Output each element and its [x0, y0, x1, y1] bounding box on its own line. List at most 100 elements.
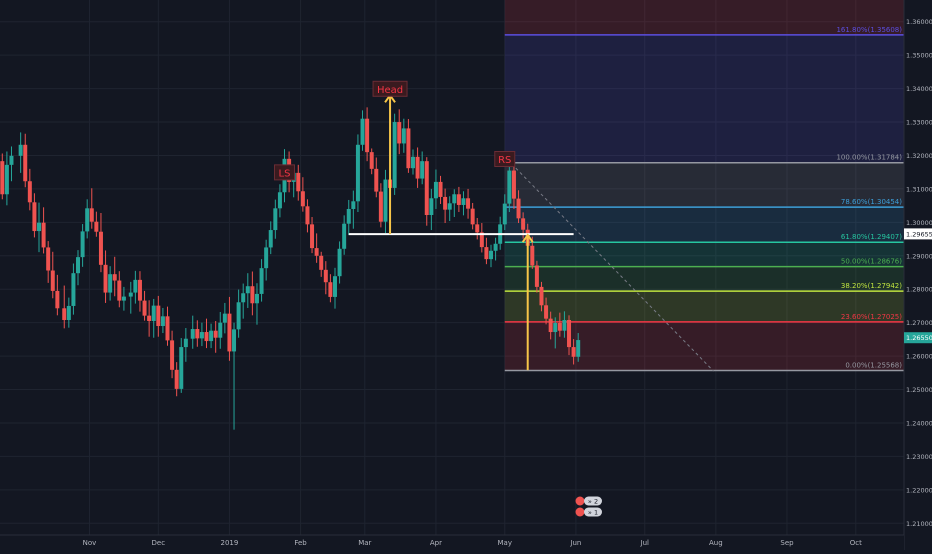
candle-body	[516, 198, 521, 219]
event-count-pill	[584, 507, 602, 517]
candle-body	[369, 152, 374, 169]
candle-body	[507, 170, 512, 204]
event-count: » 1	[588, 509, 598, 517]
fib-level-label: 50.00%(1.28676)	[841, 258, 902, 266]
projection-trend-line[interactable]	[511, 163, 714, 372]
event-count-pill	[584, 496, 602, 506]
candle-body	[456, 194, 461, 205]
candle-body	[156, 305, 161, 327]
candle-body	[179, 347, 184, 389]
candle-body	[32, 202, 37, 232]
fib-level-label: 0.00%(1.25568)	[845, 362, 902, 370]
time-tick-label: Dec	[152, 539, 166, 547]
candle-body	[502, 203, 507, 225]
price-tick-label: 1.23000	[906, 453, 932, 461]
candle-body	[108, 274, 113, 293]
candle-body	[236, 302, 241, 330]
candle-body	[160, 316, 165, 327]
candle-body	[544, 305, 549, 319]
current-price-badge	[904, 228, 932, 240]
candle-body	[342, 223, 347, 249]
price-tick-label: 1.24000	[906, 419, 932, 427]
candle-body	[121, 296, 126, 301]
time-tick-label: Sep	[780, 539, 794, 547]
candle-body	[190, 329, 195, 339]
candle-body	[76, 257, 81, 274]
candle-body	[328, 282, 333, 297]
candle-body	[351, 201, 356, 209]
price-tick-label: 1.35000	[906, 52, 932, 60]
current-price-label: 1.26550	[906, 334, 932, 342]
time-tick-label: May	[498, 539, 512, 547]
candle-body	[438, 181, 443, 197]
price-axis-background	[904, 0, 932, 550]
candle-body	[576, 340, 581, 357]
candle-body	[183, 338, 188, 348]
event-markers[interactable]: » 2» 1	[575, 496, 603, 517]
time-tick-label: 2019	[221, 539, 239, 547]
candle-body	[424, 161, 429, 216]
time-tick-label: Apr	[430, 539, 442, 547]
candle-body	[89, 208, 94, 222]
candle-body	[23, 144, 28, 182]
candle-body	[62, 308, 67, 320]
event-marker[interactable]: » 1	[575, 507, 603, 517]
pattern-label: RS	[498, 155, 511, 166]
candle-body	[557, 323, 562, 331]
time-tick-label: Mar	[358, 539, 371, 547]
pattern-label-box[interactable]	[274, 164, 296, 181]
candle-body	[9, 155, 14, 165]
pattern-label-box[interactable]	[494, 151, 516, 167]
fibonacci-retracement[interactable]: 0.00%(1.25568) 23.60%(1.27025) 38.20%(1.27…	[504, 0, 904, 372]
price-axis[interactable]: 1.36000 1.35000 1.34000 1.33000 1.32000 1.310…	[903, 0, 932, 550]
candle-body	[420, 161, 425, 179]
candle-body	[300, 191, 305, 207]
candle-body	[397, 122, 402, 144]
candle-body	[112, 274, 117, 281]
candle-body	[85, 208, 90, 232]
time-axis[interactable]: Nov Dec 2019 Feb Mar Apr May Jun Jul Aug Sep Oct	[0, 534, 904, 550]
candle-body	[218, 322, 223, 338]
candle-body	[268, 230, 273, 248]
candle-body	[264, 247, 269, 269]
candle-body	[406, 128, 411, 169]
price-tick-label: 1.22000	[906, 486, 932, 494]
time-tick-label: Feb	[294, 539, 307, 547]
candle-body	[360, 118, 365, 145]
pattern-label: LS	[279, 168, 291, 179]
candle-body	[296, 172, 301, 192]
candle-body	[443, 196, 448, 210]
candle-body	[470, 208, 475, 225]
event-count: » 2	[588, 498, 598, 506]
candle-body	[567, 319, 572, 348]
candle-body	[18, 144, 23, 156]
candle-body	[452, 194, 457, 204]
candle-body	[209, 330, 214, 342]
pattern-label: Head	[377, 85, 403, 96]
event-marker[interactable]: » 2	[575, 496, 603, 506]
time-tick-label: Jul	[640, 539, 650, 547]
candle-body	[50, 270, 55, 291]
candle-body	[548, 318, 553, 333]
fib-level-label: 161.80%(1.35608)	[836, 26, 902, 34]
candle-body	[511, 170, 516, 199]
price-tick-label: 1.30000	[906, 219, 932, 227]
candle-body	[332, 276, 337, 297]
candle-body	[133, 279, 138, 293]
fib-zone	[504, 266, 904, 292]
candle-body	[259, 268, 264, 294]
price-tick-label: 1.36000	[906, 18, 932, 26]
event-icon	[575, 507, 585, 517]
candle-body	[392, 122, 397, 188]
candle-body	[232, 329, 237, 352]
drawings-layer[interactable]: LS Head RS	[274, 80, 714, 372]
candle-body	[378, 191, 383, 222]
candle-body	[539, 286, 544, 306]
candle-body	[199, 332, 204, 339]
time-tick-label: Jun	[569, 539, 581, 547]
candle-body	[250, 286, 255, 304]
price-tick-label: 1.28000	[906, 286, 932, 294]
price-tick-label: 1.25000	[906, 386, 932, 394]
pattern-label-box[interactable]	[372, 80, 408, 97]
